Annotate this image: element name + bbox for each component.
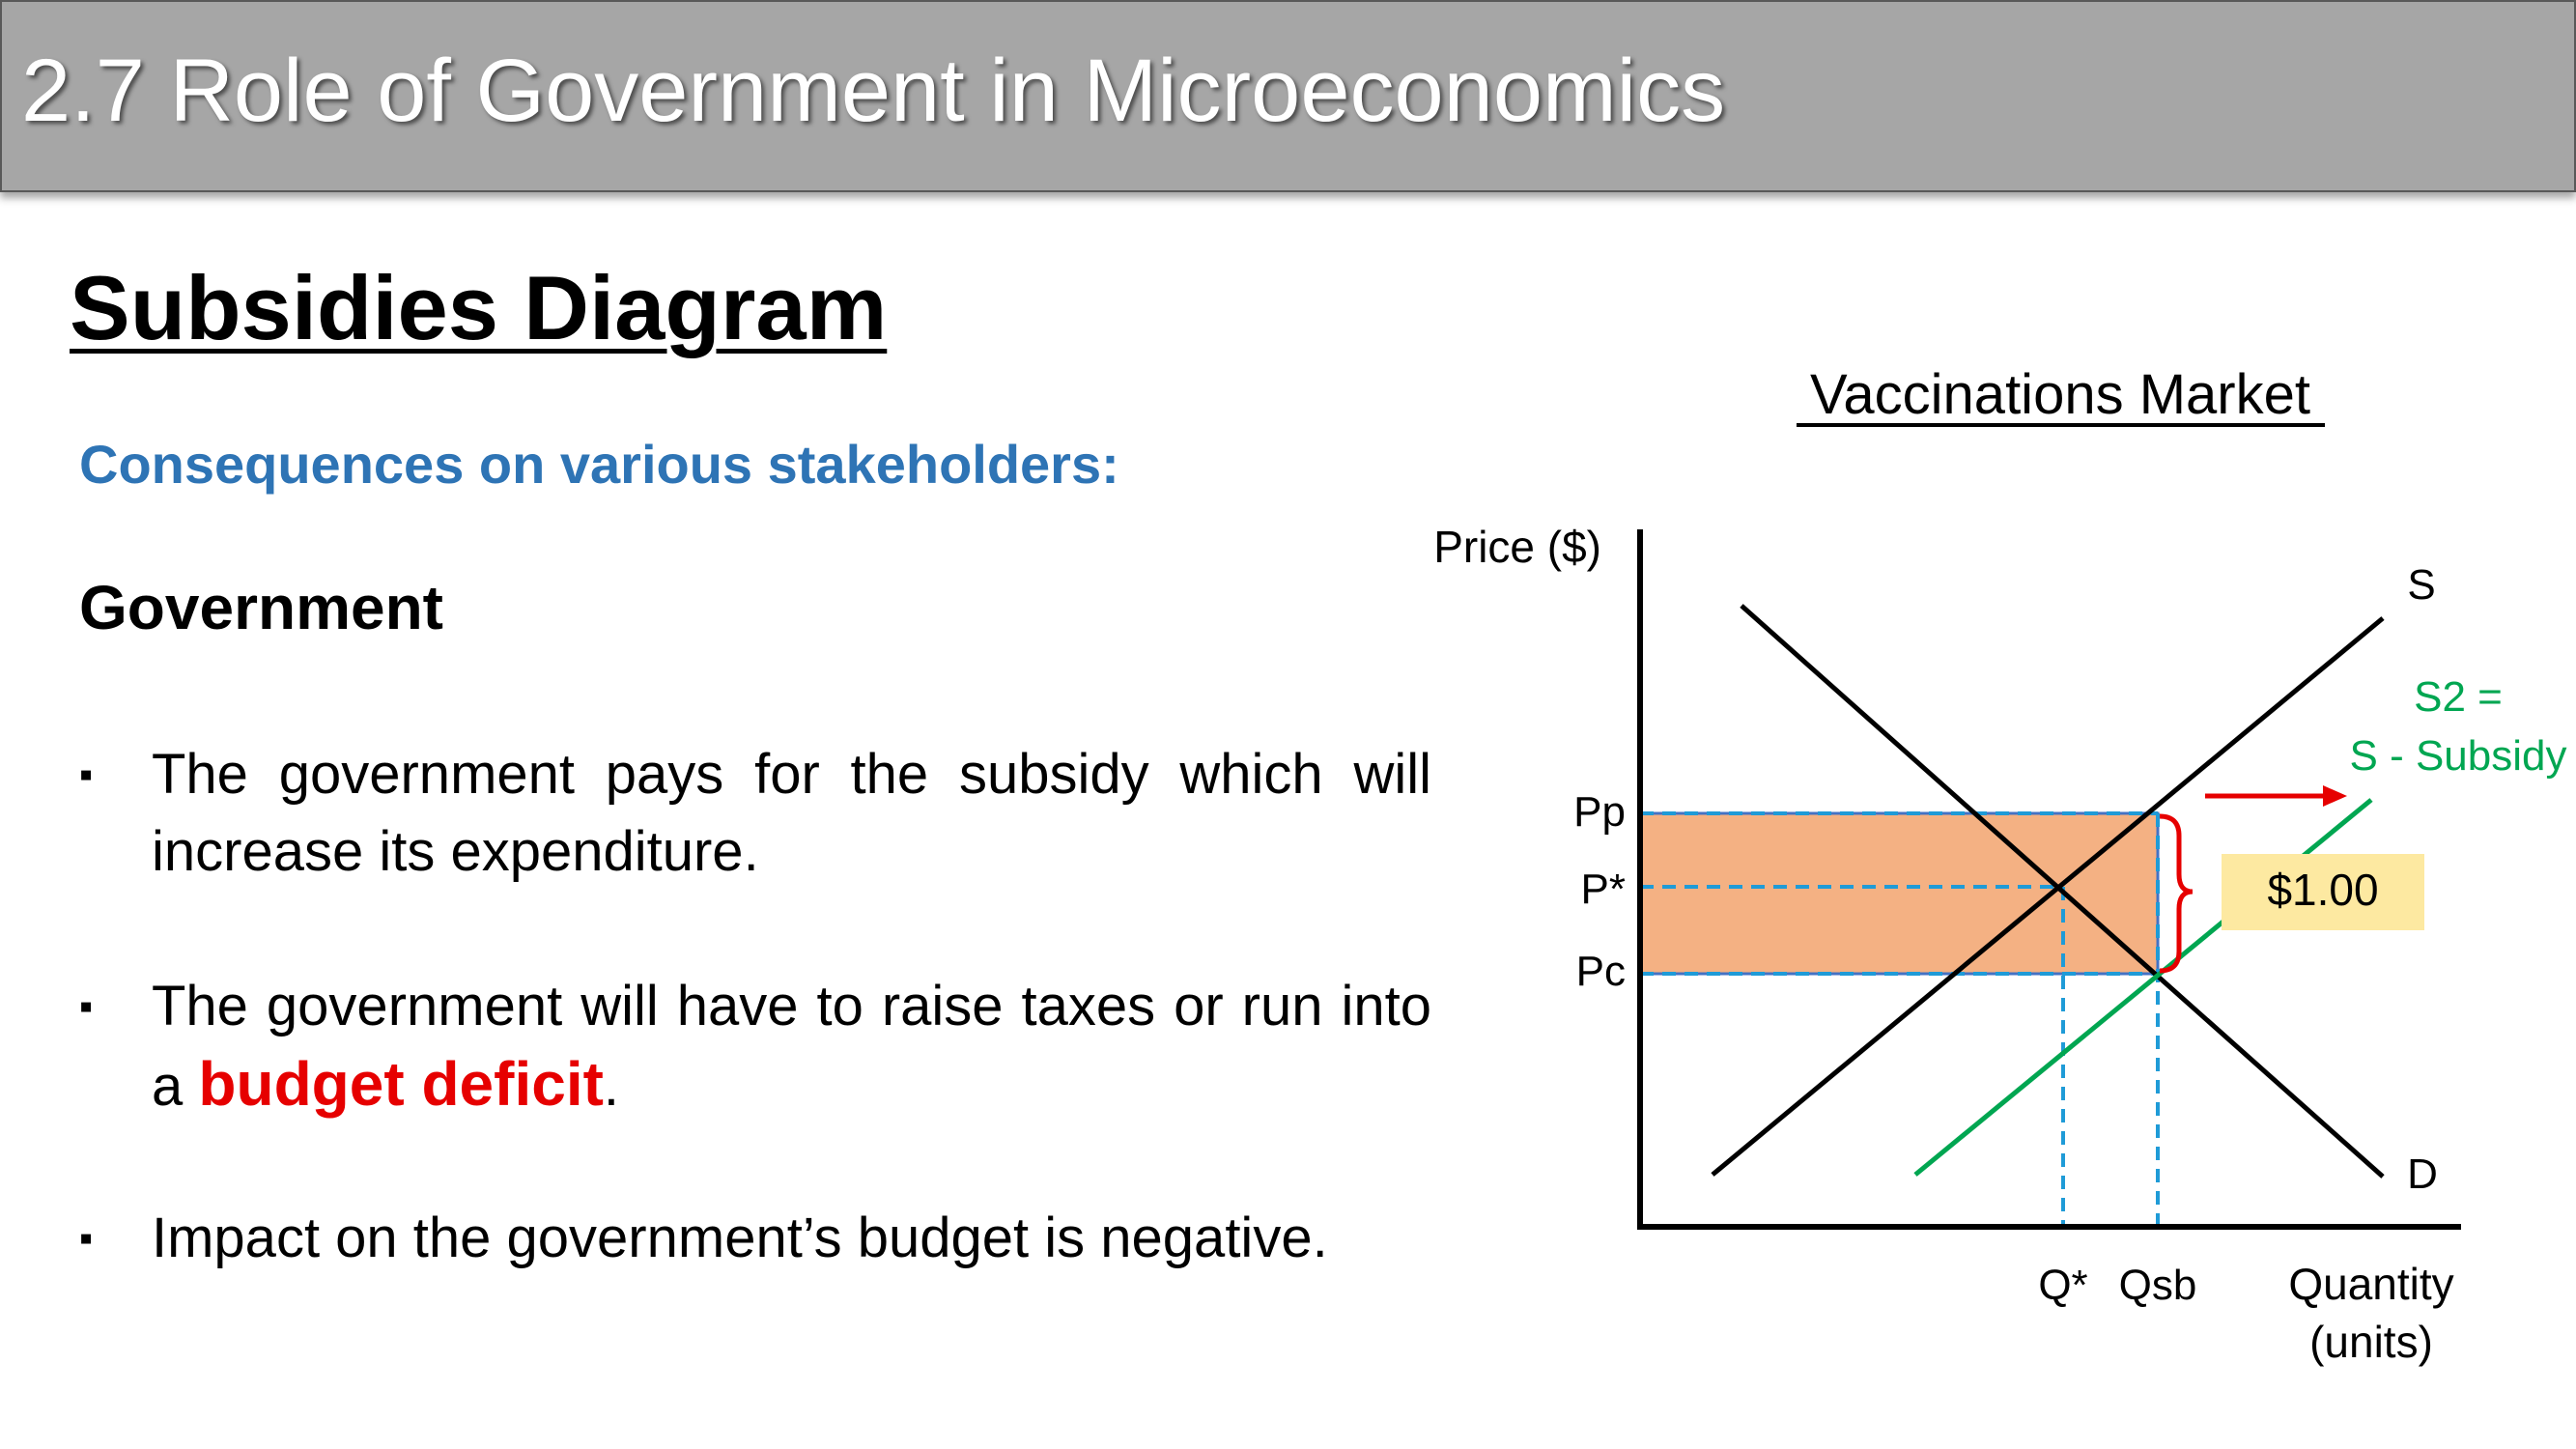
stakeholders-subheading: Consequences on various stakeholders: <box>79 434 1119 495</box>
bullet-item: ▪ Impact on the government’s budget is n… <box>79 1200 1431 1277</box>
qsb-label: Qsb <box>2119 1262 2197 1309</box>
x-axis-label-line2: (units) <box>2309 1317 2433 1367</box>
pc-label: Pc <box>1576 948 1626 995</box>
bullet-item: ▪ The government pays for the subsidy wh… <box>79 736 1431 891</box>
demand-label: D <box>2407 1151 2438 1198</box>
subsidy-amount-box <box>2222 854 2424 930</box>
pp-label: Pp <box>1573 788 1626 836</box>
bullet-text-before: The government will have to raise taxes … <box>152 975 1431 1118</box>
subsidy-area <box>1638 811 2160 976</box>
s2-label-line1: S2 = <box>2414 673 2503 721</box>
subsidy-brace <box>2159 813 2194 974</box>
bullet-square-icon: ▪ <box>79 1217 94 1260</box>
y-axis-label: Price ($) <box>1433 522 1601 572</box>
supply-label: S <box>2407 561 2435 609</box>
qstar-label: Q* <box>2038 1262 2087 1309</box>
supply-curve <box>1711 616 2385 1177</box>
bullet-square-icon: ▪ <box>79 753 94 796</box>
bullet-text-after: . <box>603 1055 620 1118</box>
budget-deficit-emphasis: budget deficit <box>198 1049 604 1119</box>
shift-arrow-icon <box>2323 785 2347 807</box>
pstar-label: P* <box>1581 866 1626 913</box>
subsidy-amount-label: $1.00 <box>2267 865 2378 915</box>
bullet-text: The government pays for the subsidy whic… <box>152 743 1431 883</box>
bullet-text: The government will have to raise taxes … <box>152 968 1431 1125</box>
bullet-item: ▪ The government will have to raise taxe… <box>79 968 1431 1125</box>
bullet-square-icon: ▪ <box>79 985 94 1028</box>
bullet-text: Impact on the government’s budget is neg… <box>152 1207 1328 1269</box>
stakeholder-heading: Government <box>79 573 443 642</box>
diagram-title: Vaccinations Market <box>1810 363 2310 426</box>
slide-title: 2.7 Role of Government in Microeconomics <box>21 42 1726 140</box>
x-axis-label-line1: Quantity <box>2288 1259 2453 1309</box>
section-title: Subsidies Diagram <box>70 257 888 358</box>
demand-curve <box>1740 604 2385 1179</box>
s2-label-line2: S - Subsidy <box>2350 732 2567 780</box>
slide-header: 2.7 Role of Government in Microeconomics <box>0 0 2576 192</box>
